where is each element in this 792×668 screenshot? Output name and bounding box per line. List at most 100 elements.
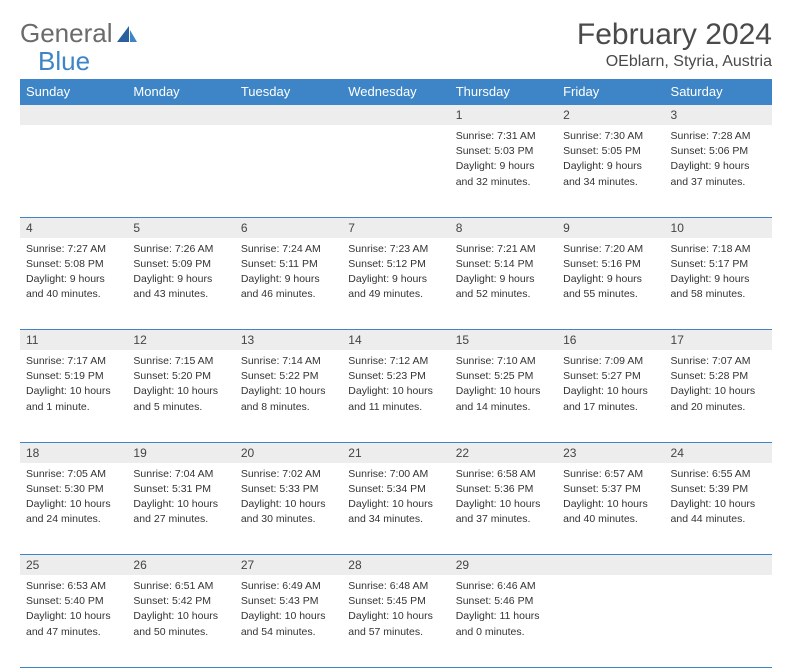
day-dl1: Daylight: 9 hours [456, 159, 551, 173]
day-content: Sunrise: 7:10 AMSunset: 5:25 PMDaylight:… [450, 350, 557, 421]
day-dl1: Daylight: 9 hours [671, 272, 766, 286]
day-sunrise: Sunrise: 6:55 AM [671, 467, 766, 481]
day-dl2: and 54 minutes. [241, 625, 336, 639]
week-content-row: Sunrise: 7:17 AMSunset: 5:19 PMDaylight:… [20, 350, 772, 442]
day-sunset: Sunset: 5:06 PM [671, 144, 766, 158]
day-dl2: and 40 minutes. [26, 287, 121, 301]
day-dl1: Daylight: 9 hours [133, 272, 228, 286]
header: General February 2024 OEblarn, Styria, A… [20, 18, 772, 71]
day-sunset: Sunset: 5:19 PM [26, 369, 121, 383]
day-dl2: and 49 minutes. [348, 287, 443, 301]
day-dl2: and 20 minutes. [671, 400, 766, 414]
week-num-row: 123 [20, 105, 772, 126]
day-content: Sunrise: 6:55 AMSunset: 5:39 PMDaylight:… [665, 463, 772, 534]
day-cell: Sunrise: 7:15 AMSunset: 5:20 PMDaylight:… [127, 350, 234, 442]
day-cell [20, 125, 127, 217]
day-number [557, 555, 664, 576]
day-content: Sunrise: 7:26 AMSunset: 5:09 PMDaylight:… [127, 238, 234, 309]
week-num-row: 18192021222324 [20, 442, 772, 463]
day-dl2: and 30 minutes. [241, 512, 336, 526]
day-dl1: Daylight: 10 hours [26, 497, 121, 511]
day-dl2: and 43 minutes. [133, 287, 228, 301]
day-sunrise: Sunrise: 7:17 AM [26, 354, 121, 368]
day-cell: Sunrise: 7:27 AMSunset: 5:08 PMDaylight:… [20, 238, 127, 330]
day-sunset: Sunset: 5:08 PM [26, 257, 121, 271]
day-sunrise: Sunrise: 7:27 AM [26, 242, 121, 256]
day-sunset: Sunset: 5:11 PM [241, 257, 336, 271]
day-dl2: and 24 minutes. [26, 512, 121, 526]
day-number: 28 [342, 555, 449, 576]
day-sunrise: Sunrise: 7:18 AM [671, 242, 766, 256]
day-sunset: Sunset: 5:20 PM [133, 369, 228, 383]
day-number: 16 [557, 330, 664, 351]
day-number: 18 [20, 442, 127, 463]
day-number: 10 [665, 217, 772, 238]
dh-sat: Saturday [665, 79, 772, 105]
day-cell: Sunrise: 7:04 AMSunset: 5:31 PMDaylight:… [127, 463, 234, 555]
day-sunset: Sunset: 5:05 PM [563, 144, 658, 158]
day-dl2: and 55 minutes. [563, 287, 658, 301]
day-number: 24 [665, 442, 772, 463]
day-dl2: and 17 minutes. [563, 400, 658, 414]
day-sunrise: Sunrise: 6:48 AM [348, 579, 443, 593]
day-number: 15 [450, 330, 557, 351]
day-sunset: Sunset: 5:42 PM [133, 594, 228, 608]
day-dl2: and 46 minutes. [241, 287, 336, 301]
day-dl1: Daylight: 10 hours [133, 497, 228, 511]
logo: General [20, 18, 139, 49]
day-content: Sunrise: 7:31 AMSunset: 5:03 PMDaylight:… [450, 125, 557, 196]
day-cell [235, 125, 342, 217]
day-sunset: Sunset: 5:22 PM [241, 369, 336, 383]
day-sunset: Sunset: 5:09 PM [133, 257, 228, 271]
day-number: 29 [450, 555, 557, 576]
day-cell: Sunrise: 7:30 AMSunset: 5:05 PMDaylight:… [557, 125, 664, 217]
day-dl2: and 14 minutes. [456, 400, 551, 414]
day-dl1: Daylight: 10 hours [26, 384, 121, 398]
day-sunrise: Sunrise: 7:28 AM [671, 129, 766, 143]
day-dl1: Daylight: 10 hours [456, 497, 551, 511]
day-cell: Sunrise: 7:05 AMSunset: 5:30 PMDaylight:… [20, 463, 127, 555]
day-dl2: and 27 minutes. [133, 512, 228, 526]
day-number: 19 [127, 442, 234, 463]
day-sunrise: Sunrise: 7:20 AM [563, 242, 658, 256]
day-number: 12 [127, 330, 234, 351]
dh-mon: Monday [127, 79, 234, 105]
day-dl2: and 1 minute. [26, 400, 121, 414]
day-sunset: Sunset: 5:39 PM [671, 482, 766, 496]
day-sunset: Sunset: 5:30 PM [26, 482, 121, 496]
day-cell: Sunrise: 7:21 AMSunset: 5:14 PMDaylight:… [450, 238, 557, 330]
day-number: 11 [20, 330, 127, 351]
day-content: Sunrise: 6:53 AMSunset: 5:40 PMDaylight:… [20, 575, 127, 646]
day-dl2: and 44 minutes. [671, 512, 766, 526]
day-sunrise: Sunrise: 7:30 AM [563, 129, 658, 143]
day-content: Sunrise: 7:27 AMSunset: 5:08 PMDaylight:… [20, 238, 127, 309]
day-number: 23 [557, 442, 664, 463]
day-sunset: Sunset: 5:31 PM [133, 482, 228, 496]
day-sunset: Sunset: 5:36 PM [456, 482, 551, 496]
day-sunset: Sunset: 5:17 PM [671, 257, 766, 271]
day-dl1: Daylight: 10 hours [348, 384, 443, 398]
day-sunset: Sunset: 5:25 PM [456, 369, 551, 383]
day-cell: Sunrise: 7:09 AMSunset: 5:27 PMDaylight:… [557, 350, 664, 442]
day-number: 25 [20, 555, 127, 576]
title-block: February 2024 OEblarn, Styria, Austria [577, 18, 772, 71]
day-cell [127, 125, 234, 217]
day-header-row: Sunday Monday Tuesday Wednesday Thursday… [20, 79, 772, 105]
day-cell [665, 575, 772, 667]
day-cell: Sunrise: 6:49 AMSunset: 5:43 PMDaylight:… [235, 575, 342, 667]
week-num-row: 11121314151617 [20, 330, 772, 351]
day-number: 20 [235, 442, 342, 463]
dh-wed: Wednesday [342, 79, 449, 105]
day-dl2: and 37 minutes. [671, 175, 766, 189]
day-cell: Sunrise: 7:31 AMSunset: 5:03 PMDaylight:… [450, 125, 557, 217]
day-sunrise: Sunrise: 6:51 AM [133, 579, 228, 593]
day-number: 1 [450, 105, 557, 126]
day-content: Sunrise: 7:21 AMSunset: 5:14 PMDaylight:… [450, 238, 557, 309]
day-content: Sunrise: 7:15 AMSunset: 5:20 PMDaylight:… [127, 350, 234, 421]
day-cell [342, 125, 449, 217]
day-cell: Sunrise: 7:26 AMSunset: 5:09 PMDaylight:… [127, 238, 234, 330]
day-sunrise: Sunrise: 7:21 AM [456, 242, 551, 256]
day-sunrise: Sunrise: 6:46 AM [456, 579, 551, 593]
day-sunset: Sunset: 5:28 PM [671, 369, 766, 383]
day-content: Sunrise: 7:30 AMSunset: 5:05 PMDaylight:… [557, 125, 664, 196]
